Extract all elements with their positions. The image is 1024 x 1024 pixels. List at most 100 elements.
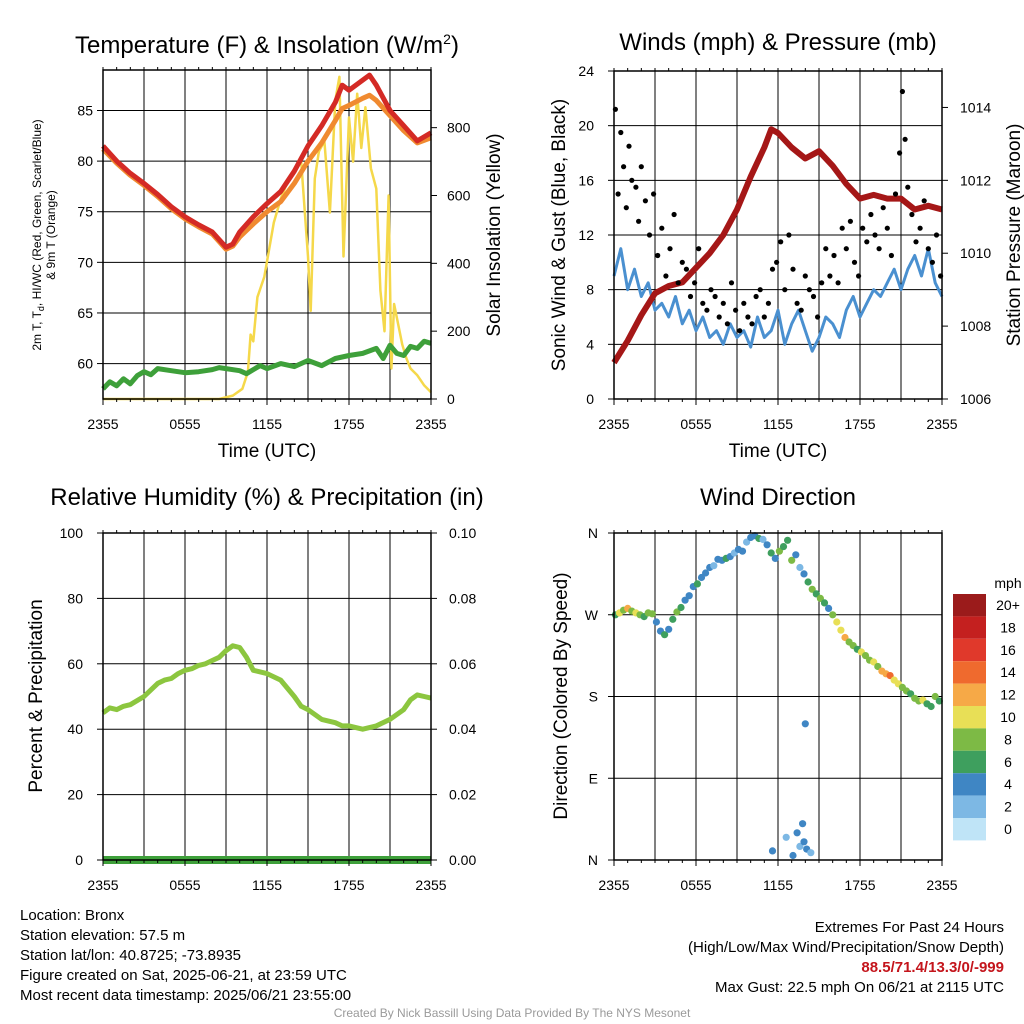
station-info: Location: Bronx Station elevation: 57.5 … [20,906,351,1006]
temp-xtick-label: 2355 [415,416,446,432]
temperature-plot-area [101,72,433,401]
pressure-ylabel: Station Pressure (Maroon) [1004,124,1024,347]
gust-point [692,280,698,286]
gust-point [708,287,714,293]
dir-xtick-label: 0555 [680,877,711,893]
rh-ytick-label: 100 [60,525,84,541]
gust-point [621,164,627,170]
direction-point [784,536,792,544]
humidity-grid [103,533,431,860]
direction-point [927,702,935,711]
gust-point [687,293,694,300]
gust-point [683,266,690,272]
dir-ytick-label: W [585,607,599,623]
legend-swatch [953,616,986,639]
legend-swatch [953,683,986,706]
direction-point [796,842,804,851]
temperature-panel: Temperature (F) & Insolation (W/m2) 2355… [30,31,505,462]
humidity-panel: Relative Humidity (%) & Precipitation (i… [26,484,484,893]
gust-point [856,273,862,279]
direction-point [789,851,797,860]
gust-point [843,246,849,252]
direction-point [788,556,796,564]
direction-point [800,838,808,846]
dir-xtick-label: 1755 [844,877,875,893]
dir-ytick-label: S [589,689,598,705]
gust-point [659,225,665,231]
gust-point [646,232,653,238]
direction-point [796,563,804,572]
direction-point [861,652,870,660]
temp-ytick-label: 85 [77,102,93,118]
precip-ytick-label: 0.02 [449,787,476,803]
legend-title: mph [994,575,1021,591]
gust-point [778,239,784,245]
gust-point [860,225,866,231]
gust-point [626,143,632,149]
direction-grid [614,533,942,860]
insolation-ytick-label: 600 [447,187,471,203]
insolation-ytick-label: 800 [447,120,471,136]
gust-point [696,246,702,252]
dir-xtick-label: 2355 [598,877,629,893]
insolation-ytick-label: 0 [447,391,455,407]
gust-point [897,150,903,156]
rh-xtick-label: 1155 [252,877,282,893]
legend-swatch [953,795,986,818]
gust-point [636,218,642,224]
gust-point [835,280,841,286]
legend-label: 16 [1000,642,1016,658]
max-gust: Max Gust: 22.5 mph On 06/21 at 2115 UTC [714,979,1004,996]
series-solar-insolation [103,75,432,401]
gust-point [823,246,829,252]
temp-ytick-label: 60 [77,356,93,372]
gust-point [720,300,726,306]
rh-xtick-label: 0555 [169,877,200,893]
insolation-ytick-label: 200 [447,323,471,339]
temp-ytick-label: 80 [77,153,93,169]
pressure-ytick-label: 1014 [960,99,991,115]
pressure-ytick-label: 1008 [960,318,991,334]
pressure-ytick-label: 1006 [960,391,991,407]
direction-point [807,849,815,857]
gust-point [700,300,706,306]
wind-grid [614,71,942,399]
gust-point [671,211,677,218]
rh-xtick-label: 2355 [415,877,446,893]
legend-label: 2 [1004,799,1012,815]
rh-ytick-label: 40 [67,721,83,737]
direction-panel: Wind Direction 2355 0555 1155 1755 2355NESWN… [551,484,1022,893]
station-location: Location: Bronx [20,907,125,924]
gust-point [917,225,923,231]
direction-point [669,615,677,623]
gust-point [663,273,669,279]
wind-plot-area [611,88,944,365]
wind-xtick-label: 1155 [763,416,793,432]
dir-xtick-label: 1155 [763,877,793,893]
gust-point [667,246,673,252]
precip-ytick-label: 0.06 [449,656,476,672]
gust-point [909,211,915,218]
gust-point [929,259,936,265]
direction-point [775,547,784,555]
wind-xtick-label: 2355 [598,416,629,432]
direction-ylabel: Direction (Colored By Speed) [551,572,572,819]
direction-point [771,554,779,563]
rh-xtick-label: 1755 [333,877,364,893]
gust-point [876,246,882,252]
rh-ytick-label: 0 [75,852,83,868]
series-station-pressure [611,126,943,365]
gust-point [774,259,780,265]
gust-point [888,252,895,259]
direction-point [793,829,801,837]
gust-point [733,307,739,313]
gust-point [786,232,792,238]
gust-point [642,198,649,204]
direction-point [837,626,845,634]
gust-point [892,191,899,197]
direction-point [820,599,829,607]
temperature-title: Temperature (F) & Insolation (W/m2) [75,31,459,59]
direction-point [825,604,833,613]
station-elevation: Station elevation: 57.5 m [20,927,186,944]
temp-xtick-label: 1755 [333,416,364,432]
